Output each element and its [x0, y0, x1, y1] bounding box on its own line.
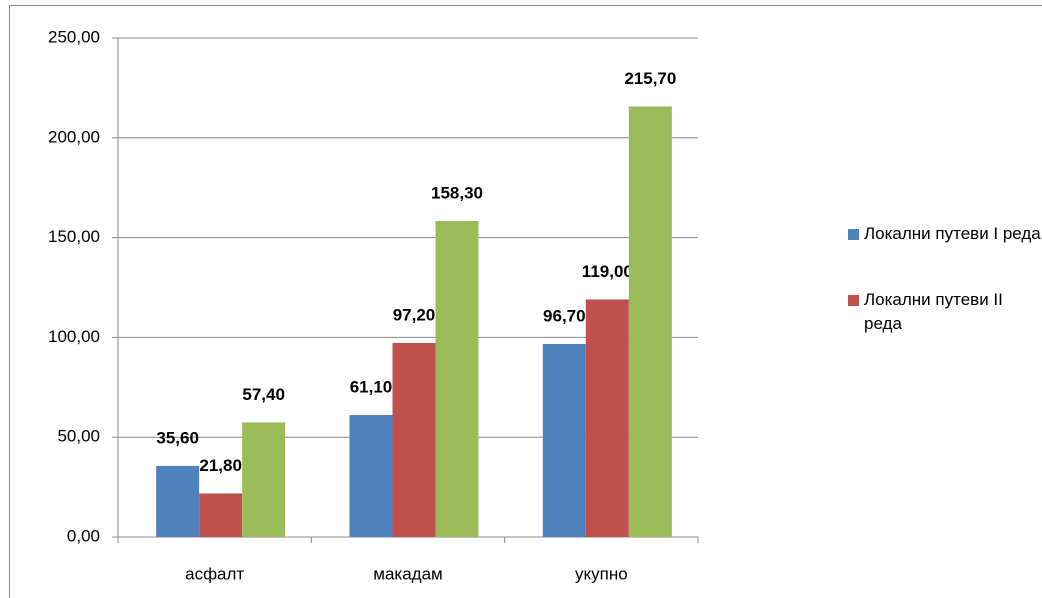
data-label: 61,10	[350, 378, 393, 397]
y-tick-label: 100,00	[48, 327, 100, 346]
x-tick-label: макадам	[373, 564, 442, 583]
data-label: 57,40	[242, 385, 285, 404]
y-tick-label: 0,00	[67, 526, 100, 545]
data-label: 21,80	[199, 456, 242, 475]
x-tick-label: асфалт	[185, 564, 244, 583]
data-label: 119,00	[582, 262, 633, 281]
data-label: 97,20	[393, 305, 436, 324]
bar	[585, 299, 629, 537]
y-tick-label: 50,00	[57, 427, 100, 446]
data-label: 96,70	[543, 306, 586, 325]
y-tick-label: 250,00	[48, 27, 100, 46]
bar	[349, 415, 393, 537]
y-tick-label: 150,00	[48, 227, 100, 246]
chart-border	[9, 5, 1042, 598]
legend-swatch	[848, 295, 859, 306]
y-tick-label: 200,00	[48, 127, 100, 146]
bar	[392, 342, 436, 537]
legend-swatch	[848, 229, 859, 240]
bar	[628, 106, 672, 537]
data-label: 215,70	[624, 69, 676, 88]
data-label: 158,30	[431, 184, 483, 203]
bar	[156, 465, 200, 537]
bar	[199, 493, 243, 537]
legend-label: Локални путеви II реда	[864, 290, 1003, 333]
data-label: 35,60	[156, 428, 199, 447]
bar	[242, 422, 286, 537]
legend-label: Локални путеви I реда	[864, 224, 1041, 243]
x-tick-label: укупно	[575, 564, 628, 583]
bar	[542, 343, 586, 537]
bar	[435, 221, 479, 537]
